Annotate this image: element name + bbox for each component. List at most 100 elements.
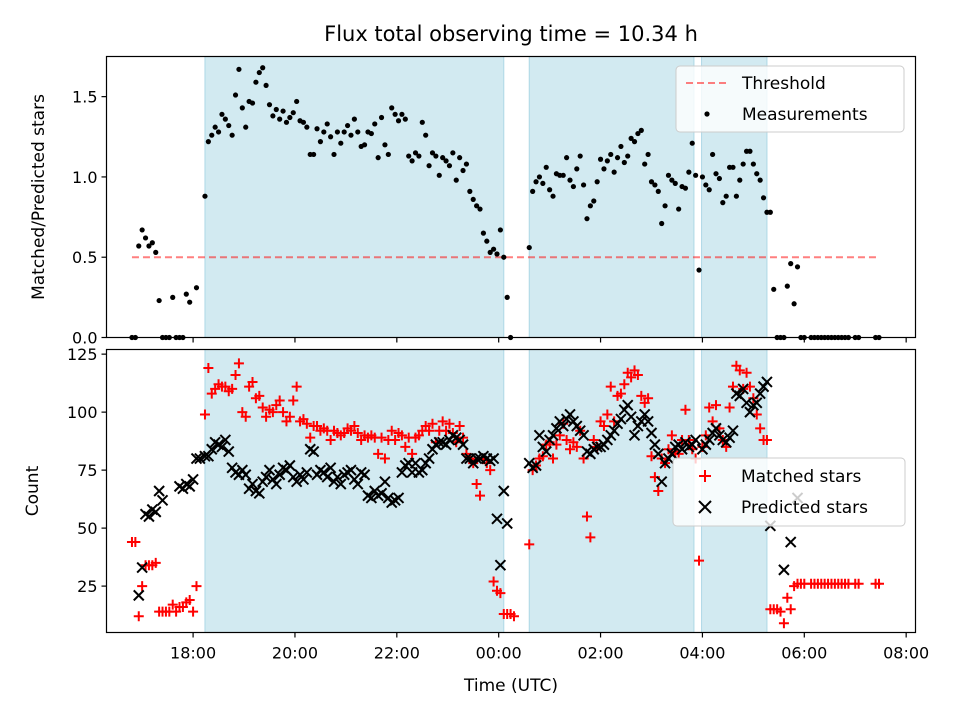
top-y-tick-label: 0.5 <box>72 248 97 267</box>
measurement-point <box>392 111 398 117</box>
x-tick-label: 22:00 <box>374 644 420 663</box>
matched-star-point <box>785 604 796 615</box>
measurement-point <box>604 158 610 164</box>
predicted-star-point <box>761 376 773 388</box>
measurement-point <box>791 301 797 307</box>
measurement-point <box>328 134 334 140</box>
predicted-star-point <box>136 561 148 574</box>
matched-star-point <box>267 407 278 418</box>
matched-star-point <box>284 411 295 422</box>
bottom-y-tick-label: 125 <box>67 345 98 364</box>
matched-star-point <box>247 376 258 387</box>
matched-star-point <box>598 421 609 432</box>
predicted-star-point <box>533 429 546 442</box>
measurement-point <box>351 116 357 122</box>
predicted-star-point <box>487 452 500 465</box>
measurement-point <box>597 156 604 162</box>
measurement-point <box>574 166 580 172</box>
predicted-star-point <box>615 413 627 425</box>
measurement-point <box>618 143 624 150</box>
measurement-point <box>395 118 402 124</box>
matched-star-point <box>564 444 575 455</box>
x-axis-label: Time (UTC) <box>463 676 558 696</box>
matched-star-point <box>653 486 664 496</box>
measurement-point <box>338 140 344 146</box>
matched-star-point <box>548 453 559 464</box>
measurement-point <box>156 297 162 304</box>
measurement-point <box>570 183 576 190</box>
x-tick-label: 04:00 <box>679 644 725 663</box>
measurement-point <box>222 116 228 122</box>
measurement-point <box>170 294 176 300</box>
measurements-points <box>129 65 882 341</box>
matched-star-point <box>274 395 285 406</box>
predicted-star-point <box>297 473 310 486</box>
measurement-point <box>757 177 763 183</box>
measurement-point <box>591 198 597 204</box>
matched-star-point <box>778 618 789 629</box>
measurement-point <box>193 285 200 291</box>
predicted-star-point <box>396 466 408 479</box>
measurement-point <box>577 153 583 159</box>
measurement-point <box>706 187 712 193</box>
measurement-point <box>433 153 439 159</box>
measurement-point <box>682 185 689 191</box>
predicted-star-point <box>379 476 391 488</box>
measurement-point <box>334 129 341 135</box>
matched-star-point <box>471 479 482 490</box>
matched-star-point <box>488 576 499 587</box>
predicted-star-point <box>183 480 196 493</box>
matched-star-point <box>853 578 864 589</box>
measurement-point <box>263 82 269 89</box>
measurement-point <box>689 140 695 146</box>
predicted-star-point <box>703 434 715 446</box>
measurement-point <box>676 206 682 212</box>
chart-title: Flux total observing time = 10.34 h <box>324 22 698 46</box>
measurement-point <box>423 132 429 138</box>
predicted-star-point <box>740 397 753 409</box>
matched-star-point <box>227 383 238 394</box>
measurement-point <box>375 155 381 161</box>
measurement-point <box>788 261 794 267</box>
matched-star-point <box>137 581 148 592</box>
measurement-point <box>693 172 699 178</box>
predicted-star-point <box>324 462 337 474</box>
bottom-panel: 25 50 75 100 125 18:00 20:00 22:00 00:00 02:00 04… <box>23 345 929 696</box>
bottom-y-tick-label: 100 <box>67 403 98 422</box>
measurement-point <box>416 153 422 159</box>
matched-star-point <box>561 434 572 445</box>
matched-star-point <box>619 379 630 390</box>
measurement-point <box>219 111 225 117</box>
predicted-star-point <box>785 536 797 548</box>
measurement-point <box>716 175 723 182</box>
matched-star-point <box>349 421 360 432</box>
top-y-axis-label: Matched/Predicted stars <box>29 94 49 300</box>
x-tick-label: 06:00 <box>781 644 827 663</box>
bottom-y-tick-label: 25 <box>77 577 97 596</box>
measurement-point <box>463 161 470 167</box>
predicted-star-point <box>645 427 658 439</box>
measurement-point <box>256 69 262 76</box>
measurement-point <box>686 169 692 175</box>
measurement-point <box>474 203 480 209</box>
observing-window-1 <box>528 349 695 633</box>
predicted-star-point <box>547 429 559 442</box>
predicted-star-point <box>290 476 303 488</box>
predicted-star-point <box>206 443 218 455</box>
matched-star-point <box>626 372 637 383</box>
top-y-tick-label: 1.0 <box>72 168 97 187</box>
measurement-point <box>504 294 510 300</box>
matched-legend-swatch <box>699 470 711 482</box>
measurement-point <box>239 105 245 111</box>
measurement-point <box>460 167 466 174</box>
matched-star-point <box>636 390 647 401</box>
measurement-point <box>550 193 556 199</box>
measurement-point <box>446 163 453 169</box>
measurement-point <box>480 230 487 236</box>
matched-star-point <box>379 453 390 464</box>
measurement-point <box>501 254 507 260</box>
predicted-star-point <box>331 471 344 483</box>
measurement-point <box>187 299 193 305</box>
measurement-point <box>314 126 320 132</box>
